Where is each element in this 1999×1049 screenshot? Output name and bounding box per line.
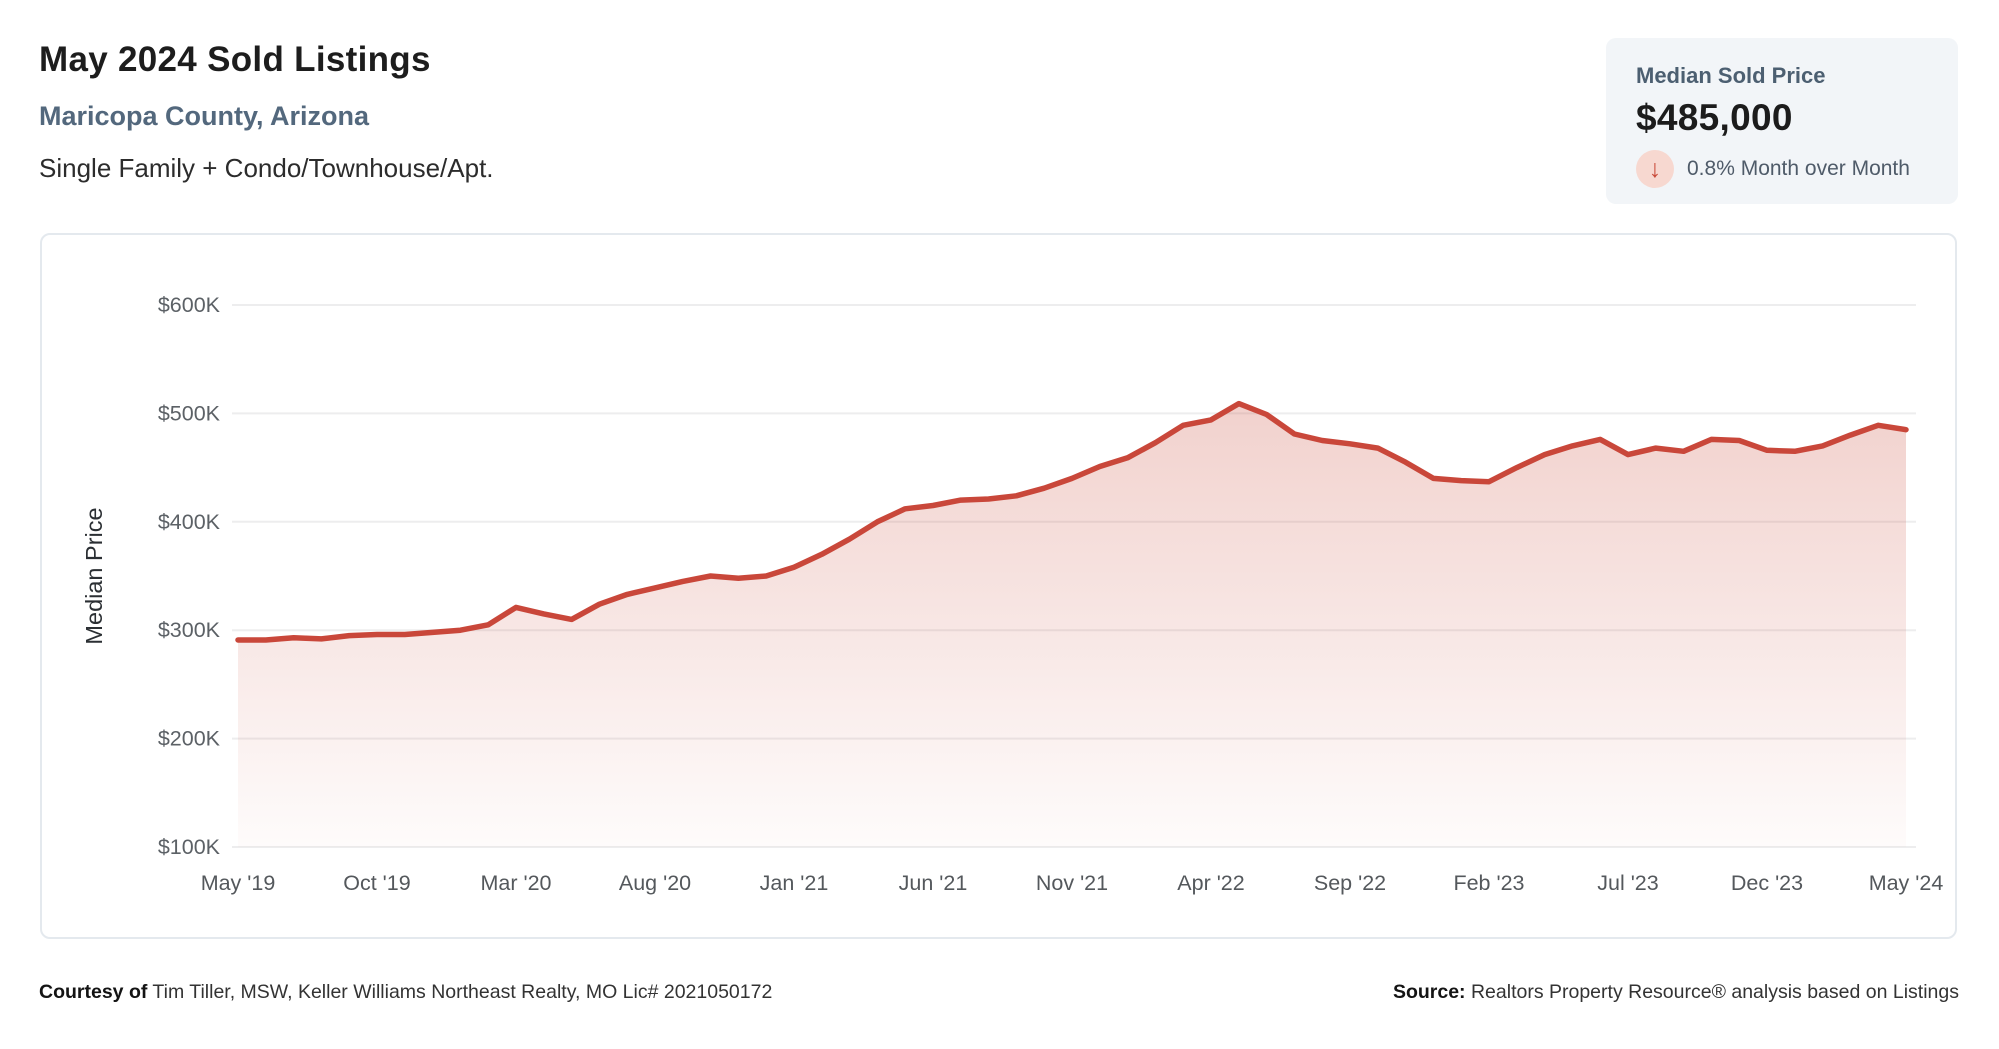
- price-area: [238, 403, 1906, 847]
- report-header: May 2024 Sold Listings Maricopa County, …: [39, 40, 494, 184]
- x-tick-label: Jan '21: [760, 871, 829, 895]
- median-price-area-chart: $100K $200K $300K $400K $500K $600K Median Pri…: [81, 293, 1944, 895]
- y-axis-title: Median Price: [81, 507, 107, 644]
- x-tick-label: May '19: [201, 871, 276, 895]
- y-tick-label: $200K: [158, 727, 221, 751]
- y-tick-label: $100K: [158, 835, 221, 859]
- source-label: Source:: [1392, 981, 1466, 1003]
- courtesy-label: Courtesy of: [39, 981, 148, 1003]
- month-over-month-change: ↓ 0.8% Month over Month: [1636, 150, 1958, 188]
- x-tick-label: Dec '23: [1731, 871, 1803, 895]
- courtesy-text: Tim Tiller, MSW, Keller Williams Northea…: [147, 981, 773, 1003]
- source-text: Realtors Property Resource® analysis bas…: [1465, 981, 1959, 1003]
- y-tick-label: $300K: [158, 618, 221, 642]
- stat-value: $485,000: [1636, 97, 1793, 138]
- chart-card: $100K $200K $300K $400K $500K $600K Median Pri…: [40, 233, 1957, 939]
- x-tick-label: Aug '20: [619, 871, 691, 895]
- change-text: 0.8% Month over Month: [1687, 157, 1910, 180]
- x-tick-label: Sep '22: [1314, 871, 1386, 895]
- y-tick-label: $400K: [158, 510, 221, 534]
- x-tick-label: Mar '20: [480, 871, 551, 895]
- x-tick-label: Jun '21: [899, 871, 968, 895]
- x-tick-label: Oct '19: [343, 871, 410, 895]
- y-tick-label: $600K: [158, 293, 221, 317]
- property-type-filter: Single Family + Condo/Townhouse/Apt.: [39, 153, 494, 183]
- x-tick-label: May '24: [1869, 871, 1944, 895]
- price-line: [235, 400, 1909, 643]
- source-note: Source: Realtors Property Resource® anal…: [1393, 981, 1959, 1004]
- median-sold-price-card: Median Sold Price $485,000 ↓ 0.8% Month …: [1606, 38, 1958, 204]
- page-title: May 2024 Sold Listings: [39, 40, 431, 79]
- report-footer: Courtesy of Tim Tiller, MSW, Keller Will…: [39, 981, 1959, 1004]
- courtesy-note: Courtesy of Tim Tiller, MSW, Keller Will…: [39, 981, 772, 1004]
- x-tick-label: Feb '23: [1453, 871, 1524, 895]
- y-tick-label: $500K: [158, 401, 221, 425]
- x-tick-label: Nov '21: [1036, 871, 1108, 895]
- stat-label: Median Sold Price: [1636, 63, 1826, 88]
- down-arrow-icon: ↓: [1636, 150, 1674, 188]
- x-tick-label: Jul '23: [1597, 871, 1659, 895]
- x-tick-label: Apr '22: [1177, 871, 1244, 895]
- location-subtitle: Maricopa County, Arizona: [39, 101, 370, 131]
